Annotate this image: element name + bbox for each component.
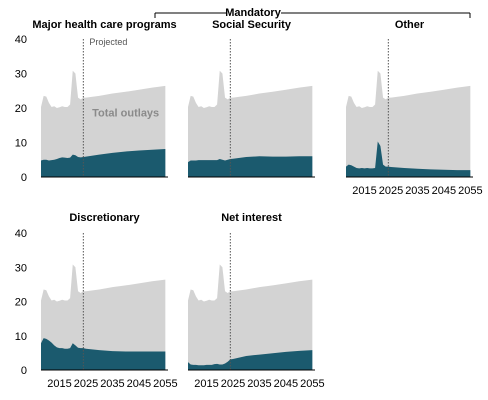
y-tick-label: 30 xyxy=(15,69,27,81)
x-tick-label: 2035 xyxy=(247,378,271,390)
y-tick-label: 20 xyxy=(15,297,27,309)
x-tick-label: 2025 xyxy=(74,378,98,390)
panel-title: Social Security xyxy=(212,19,292,31)
y-tick-label: 40 xyxy=(15,34,27,46)
x-tick-label: 2015 xyxy=(194,378,218,390)
group-title: Mandatory xyxy=(225,7,282,19)
total-outlays-area xyxy=(41,264,166,370)
component-area xyxy=(188,156,313,177)
x-tick-label: 2035 xyxy=(100,378,124,390)
y-tick-label: 30 xyxy=(15,262,27,274)
projected-label: Projected xyxy=(89,37,127,47)
panel-title: Other xyxy=(395,19,425,31)
total-outlays-area xyxy=(41,70,166,177)
y-tick-label: 20 xyxy=(15,103,27,115)
x-tick-label: 2015 xyxy=(47,378,71,390)
y-tick-label: 10 xyxy=(15,138,27,150)
y-tick-label: 10 xyxy=(15,331,27,343)
y-tick-label: 0 xyxy=(21,365,27,377)
x-tick-label: 2025 xyxy=(221,378,245,390)
x-tick-label: 2035 xyxy=(405,185,429,197)
total-outlays-area xyxy=(346,70,471,177)
panel-title: Net interest xyxy=(221,212,282,224)
x-tick-label: 2045 xyxy=(432,185,456,197)
component-area xyxy=(41,338,166,370)
component-area xyxy=(188,350,313,370)
panel-title: Discretionary xyxy=(69,212,140,224)
panel-title: Major health care programs xyxy=(32,19,176,31)
total-outlays-label: Total outlays xyxy=(92,108,159,120)
component-area xyxy=(346,141,471,177)
component-area xyxy=(41,149,166,177)
total-outlays-area xyxy=(188,70,313,177)
x-tick-label: 2055 xyxy=(153,378,177,390)
x-tick-label: 2015 xyxy=(352,185,376,197)
x-tick-label: 2055 xyxy=(458,185,482,197)
x-tick-label: 2045 xyxy=(274,378,298,390)
x-tick-label: 2025 xyxy=(379,185,403,197)
y-tick-label: 40 xyxy=(15,228,27,240)
x-tick-label: 2055 xyxy=(300,378,324,390)
x-tick-label: 2045 xyxy=(127,378,151,390)
y-tick-label: 0 xyxy=(21,172,27,184)
total-outlays-area xyxy=(188,264,313,370)
